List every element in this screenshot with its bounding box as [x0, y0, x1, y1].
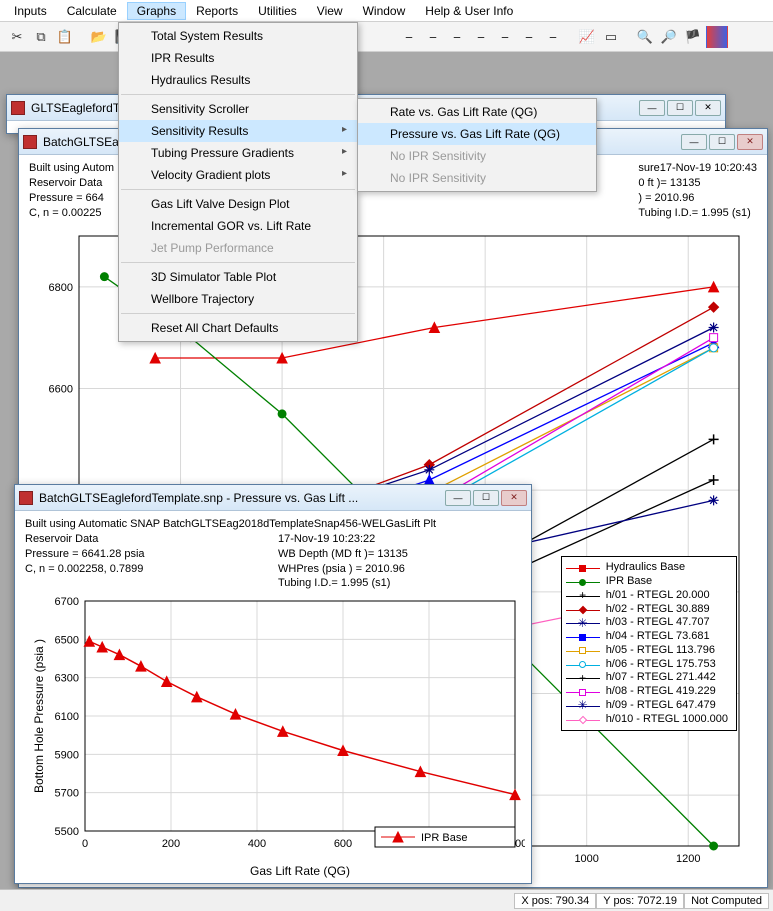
tool-align3-icon[interactable]: ⎯	[446, 26, 468, 48]
svg-text:600: 600	[334, 838, 352, 850]
menu-item: Jet Pump Performance	[119, 237, 357, 259]
legend-item: ✳h/09 - RTEGL 647.479	[566, 699, 728, 713]
close-button[interactable]: ✕	[695, 100, 721, 116]
svg-text:6700: 6700	[55, 596, 79, 608]
app-icon	[19, 491, 33, 505]
tool-align2-icon[interactable]: ⎯	[422, 26, 444, 48]
close-button[interactable]: ✕	[501, 490, 527, 506]
menu-item[interactable]: 3D Simulator Table Plot	[119, 266, 357, 288]
tool-paste-icon[interactable]: 📋	[54, 26, 76, 48]
menu-reports[interactable]: Reports	[186, 2, 248, 20]
menu-item[interactable]: Hydraulics Results	[119, 69, 357, 91]
close-button[interactable]: ✕	[737, 134, 763, 150]
svg-text:Gas Lift Rate (QG): Gas Lift Rate (QG)	[250, 864, 350, 878]
small-chart: 5500570059006100630065006700020040060080…	[25, 591, 525, 881]
menu-item[interactable]: Wellbore Trajectory	[119, 288, 357, 310]
maximize-button[interactable]: ☐	[473, 490, 499, 506]
svg-text:6600: 6600	[49, 384, 73, 396]
tool-align7-icon[interactable]: ⎯	[542, 26, 564, 48]
svg-text:400: 400	[248, 838, 266, 850]
menu-item[interactable]: IPR Results	[119, 47, 357, 69]
tool-color-icon[interactable]	[706, 26, 728, 48]
svg-text:6500: 6500	[55, 635, 79, 647]
legend-item: h/02 - RTEGL 30.889	[566, 603, 728, 617]
menu-item[interactable]: Velocity Gradient plots	[119, 164, 357, 186]
menu-item[interactable]: Sensitivity Scroller	[119, 98, 357, 120]
legend-item: IPR Base	[566, 575, 728, 589]
svg-text:6800: 6800	[49, 282, 73, 294]
svg-text:6300: 6300	[55, 673, 79, 685]
tool-cut-icon[interactable]: ✂	[6, 26, 28, 48]
toolbar: ✂ ⧉ 📋 📂 💾 ⎯ ⎯ ⎯ ⎯ ⎯ ⎯ ⎯ 📈 ▭ 🔍 🔎 🏴	[0, 22, 773, 52]
tool-flag-icon[interactable]: 🏴	[682, 26, 704, 48]
window-small-chart[interactable]: BatchGLTSEaglefordTemplate.snp - Pressur…	[14, 484, 532, 884]
graphs-dropdown[interactable]: Total System ResultsIPR ResultsHydraulic…	[118, 22, 358, 342]
menu-item[interactable]: Gas Lift Valve Design Plot	[119, 193, 357, 215]
maximize-button[interactable]: ☐	[667, 100, 693, 116]
svg-text:1200: 1200	[676, 853, 700, 865]
menu-utilities[interactable]: Utilities	[248, 2, 307, 20]
status-calc: Not Computed	[684, 893, 769, 909]
tool-select-icon[interactable]: ▭	[600, 26, 622, 48]
svg-text:6100: 6100	[55, 711, 79, 723]
minimize-button[interactable]: —	[445, 490, 471, 506]
tool-align4-icon[interactable]: ⎯	[470, 26, 492, 48]
legend-item: +h/07 - RTEGL 271.442	[566, 671, 728, 685]
menu-item[interactable]: Sensitivity Results	[119, 120, 357, 142]
menu-item[interactable]: Reset All Chart Defaults	[119, 317, 357, 339]
status-xpos: X pos: 790.34	[514, 893, 596, 909]
tool-zoomin-icon[interactable]: 🔍	[634, 26, 656, 48]
submenu-item: No IPR Sensitivity	[358, 145, 596, 167]
status-ypos: Y pos: 7072.19	[596, 893, 684, 909]
menu-inputs[interactable]: Inputs	[4, 2, 57, 20]
menu-view[interactable]: View	[307, 2, 353, 20]
status-bar: X pos: 790.34 Y pos: 7072.19 Not Compute…	[0, 889, 773, 911]
legend-item: +h/01 - RTEGL 20.000	[566, 589, 728, 603]
menu-window[interactable]: Window	[353, 2, 416, 20]
chart-meta: Built using Automatic SNAP BatchGLTSEag2…	[25, 517, 521, 591]
svg-text:IPR Base: IPR Base	[421, 832, 467, 844]
app-icon	[23, 135, 37, 149]
menu-item[interactable]: Tubing Pressure Gradients	[119, 142, 357, 164]
chart-meta-left: Built using Autom Reservoir Data Pressur…	[29, 161, 114, 220]
tool-align-icon[interactable]: ⎯	[398, 26, 420, 48]
tool-chart-icon[interactable]: 📈	[576, 26, 598, 48]
submenu-item[interactable]: Rate vs. Gas Lift Rate (QG)	[358, 101, 596, 123]
sensitivity-submenu[interactable]: Rate vs. Gas Lift Rate (QG)Pressure vs. …	[357, 98, 597, 192]
submenu-item: No IPR Sensitivity	[358, 167, 596, 189]
legend-item: h/04 - RTEGL 73.681	[566, 630, 728, 644]
menu-help-user-info[interactable]: Help & User Info	[415, 2, 523, 20]
tool-align6-icon[interactable]: ⎯	[518, 26, 540, 48]
legend: Hydraulics BaseIPR Base+h/01 - RTEGL 20.…	[561, 556, 737, 731]
maximize-button[interactable]: ☐	[709, 134, 735, 150]
app-icon	[11, 101, 25, 115]
tool-open-icon[interactable]: 📂	[88, 26, 110, 48]
tool-align5-icon[interactable]: ⎯	[494, 26, 516, 48]
tool-zoomout-icon[interactable]: 🔎	[658, 26, 680, 48]
legend-item: h/08 - RTEGL 419.229	[566, 685, 728, 699]
minimize-button[interactable]: —	[681, 134, 707, 150]
menubar: InputsCalculateGraphsReportsUtilitiesVie…	[0, 0, 773, 22]
minimize-button[interactable]: —	[639, 100, 665, 116]
svg-text:0: 0	[82, 838, 88, 850]
menu-calculate[interactable]: Calculate	[57, 2, 127, 20]
svg-text:5700: 5700	[55, 788, 79, 800]
window-title: BatchGLTSEaglefordTemplate.snp - Pressur…	[39, 491, 439, 505]
svg-text:Bottom Hole Pressure (psia ): Bottom Hole Pressure (psia )	[32, 639, 46, 793]
menu-item[interactable]: Total System Results	[119, 25, 357, 47]
submenu-item[interactable]: Pressure vs. Gas Lift Rate (QG)	[358, 123, 596, 145]
menu-graphs[interactable]: Graphs	[127, 2, 186, 20]
menu-item[interactable]: Incremental GOR vs. Lift Rate	[119, 215, 357, 237]
tool-copy-icon[interactable]: ⧉	[30, 26, 52, 48]
svg-text:200: 200	[162, 838, 180, 850]
svg-text:5900: 5900	[55, 750, 79, 762]
legend-item: h/05 - RTEGL 113.796	[566, 644, 728, 658]
legend-item: ✳h/03 - RTEGL 47.707	[566, 616, 728, 630]
legend-item: Hydraulics Base	[566, 561, 728, 575]
svg-text:1000: 1000	[574, 853, 598, 865]
chart-meta-right: sure17-Nov-19 10:20:43 0 ft )= 13135 ) =…	[638, 161, 757, 220]
legend-item: h/06 - RTEGL 175.753	[566, 658, 728, 672]
legend-item: h/010 - RTEGL 1000.000	[566, 713, 728, 727]
svg-text:5500: 5500	[55, 826, 79, 838]
